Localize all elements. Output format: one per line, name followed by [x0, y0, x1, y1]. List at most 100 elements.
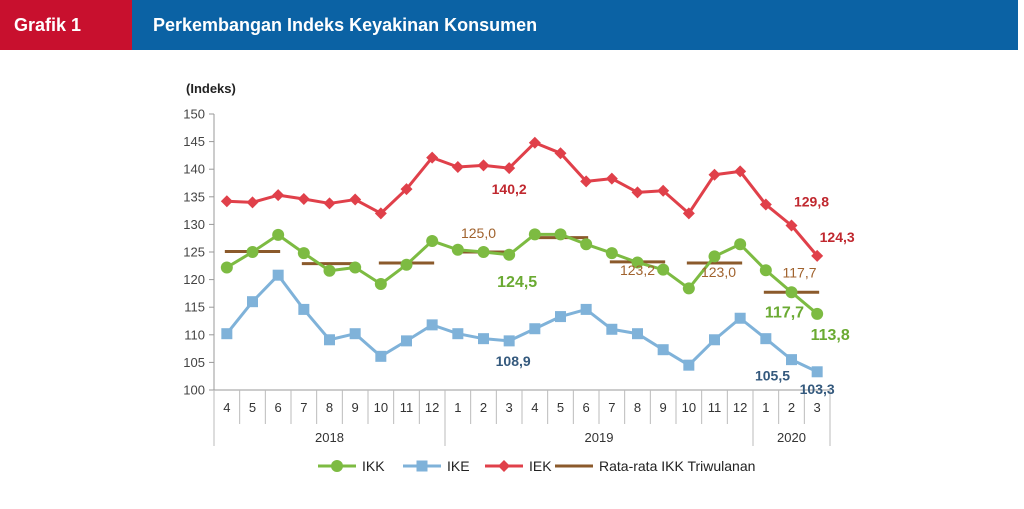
data-point-circle: [246, 246, 259, 258]
data-point-circle: [605, 247, 618, 260]
data-point-square: [632, 328, 643, 340]
data-point-square: [324, 334, 335, 346]
data-point-diamond: [785, 219, 798, 232]
data-point-diamond: [759, 198, 772, 211]
data-point-diamond: [246, 196, 259, 209]
chart-title: Perkembangan Indeks Keyakinan Konsumen: [153, 15, 538, 35]
data-point-square: [580, 303, 592, 315]
data-point-square: [503, 335, 515, 347]
data-point-diamond: [323, 197, 336, 210]
legend-item: IEK: [485, 458, 552, 474]
data-point-circle: [297, 247, 310, 260]
data-point-circle: [477, 246, 490, 258]
data-point-square: [657, 344, 669, 356]
y-tick-label: 115: [184, 300, 205, 315]
data-point-square: [529, 323, 541, 335]
x-tick-label: 2: [480, 400, 487, 415]
legend-label: IKE: [447, 458, 470, 474]
y-tick-label: 145: [183, 134, 205, 149]
y-tick-label: 140: [183, 162, 205, 177]
y-tick-label: 120: [183, 272, 205, 287]
data-point-square: [760, 333, 772, 345]
y-tick-label: 135: [183, 189, 205, 204]
data-point-circle: [503, 248, 516, 261]
data-point-diamond: [580, 175, 593, 188]
data-label: 124,3: [820, 229, 855, 245]
data-point-diamond: [272, 189, 285, 202]
data-point-square: [416, 460, 428, 472]
data-point-diamond: [554, 147, 567, 160]
data-label: 123,2: [620, 262, 655, 278]
data-point-diamond: [426, 151, 439, 164]
figure-number: Grafik 1: [0, 0, 132, 50]
y-axis-label: (Indeks): [186, 81, 236, 96]
x-tick-label: 10: [682, 400, 696, 415]
data-point-diamond: [220, 195, 233, 208]
data-label: 123,0: [701, 264, 736, 280]
y-tick-label: 125: [183, 245, 205, 260]
series-lines: [225, 141, 819, 374]
data-point-circle: [331, 460, 343, 472]
data-label: 108,9: [496, 353, 531, 369]
x-tick-label: 11: [400, 400, 414, 415]
data-point-circle: [785, 286, 798, 299]
data-point-square: [298, 303, 310, 315]
x-tick-label: 12: [425, 400, 439, 415]
data-label: 113,8: [811, 327, 850, 344]
y-tick-label: 105: [183, 355, 205, 370]
x-tick-label: 7: [300, 400, 307, 415]
data-point-circle: [631, 256, 644, 269]
data-point-circle: [580, 238, 593, 251]
data-label: 103,3: [800, 381, 835, 397]
data-point-diamond: [605, 172, 618, 185]
legend-label: Rata-rata IKK Triwulanan: [599, 458, 755, 474]
year-label: 2020: [777, 430, 806, 445]
data-point-square: [709, 334, 720, 346]
data-point-circle: [811, 307, 824, 320]
data-point-diamond: [528, 136, 541, 149]
data-point-circle: [220, 261, 233, 274]
data-point-diamond: [682, 207, 695, 220]
data-point-circle: [323, 264, 336, 277]
data-point-square: [606, 323, 618, 335]
data-point-circle: [400, 258, 413, 271]
data-label: 117,7: [765, 304, 804, 321]
year-label: 2019: [585, 430, 614, 445]
data-point-square: [478, 333, 489, 345]
x-tick-label: 4: [531, 400, 538, 415]
data-point-diamond: [498, 460, 510, 472]
data-point-square: [555, 311, 566, 323]
data-point-square: [452, 328, 464, 340]
x-tick-label: 9: [352, 400, 359, 415]
data-point-diamond: [349, 193, 362, 206]
x-tick-label: 12: [733, 400, 747, 415]
data-point-square: [811, 366, 823, 378]
y-tick-label: 110: [184, 327, 205, 342]
x-tick-label: 5: [557, 400, 564, 415]
chart-header: Grafik 1 Perkembangan Indeks Keyakinan K…: [0, 0, 1018, 50]
data-point-diamond: [297, 193, 310, 206]
x-tick-label: 9: [660, 400, 667, 415]
x-tick-label: 3: [814, 400, 821, 415]
data-point-square: [683, 359, 695, 371]
data-label: 129,8: [794, 194, 829, 210]
x-tick-label: 8: [634, 400, 641, 415]
x-tick-label: 11: [708, 400, 722, 415]
x-tick-label: 7: [608, 400, 615, 415]
data-point-square: [221, 328, 233, 340]
data-label: 124,5: [497, 274, 537, 291]
data-point-circle: [554, 228, 567, 241]
x-tick-label: 1: [454, 400, 461, 415]
data-point-square: [375, 350, 387, 362]
legend-item: IKE: [403, 458, 470, 474]
y-tick-label: 130: [183, 217, 205, 232]
data-label: 105,5: [755, 368, 790, 384]
data-point-circle: [759, 264, 772, 277]
series-markers: [220, 136, 824, 378]
data-point-diamond: [503, 162, 516, 175]
x-tick-label: 2: [788, 400, 795, 415]
axes: (Indeks)10010511011512012513013514014515…: [183, 81, 831, 446]
data-point-circle: [272, 228, 285, 241]
data-point-square: [349, 328, 361, 340]
